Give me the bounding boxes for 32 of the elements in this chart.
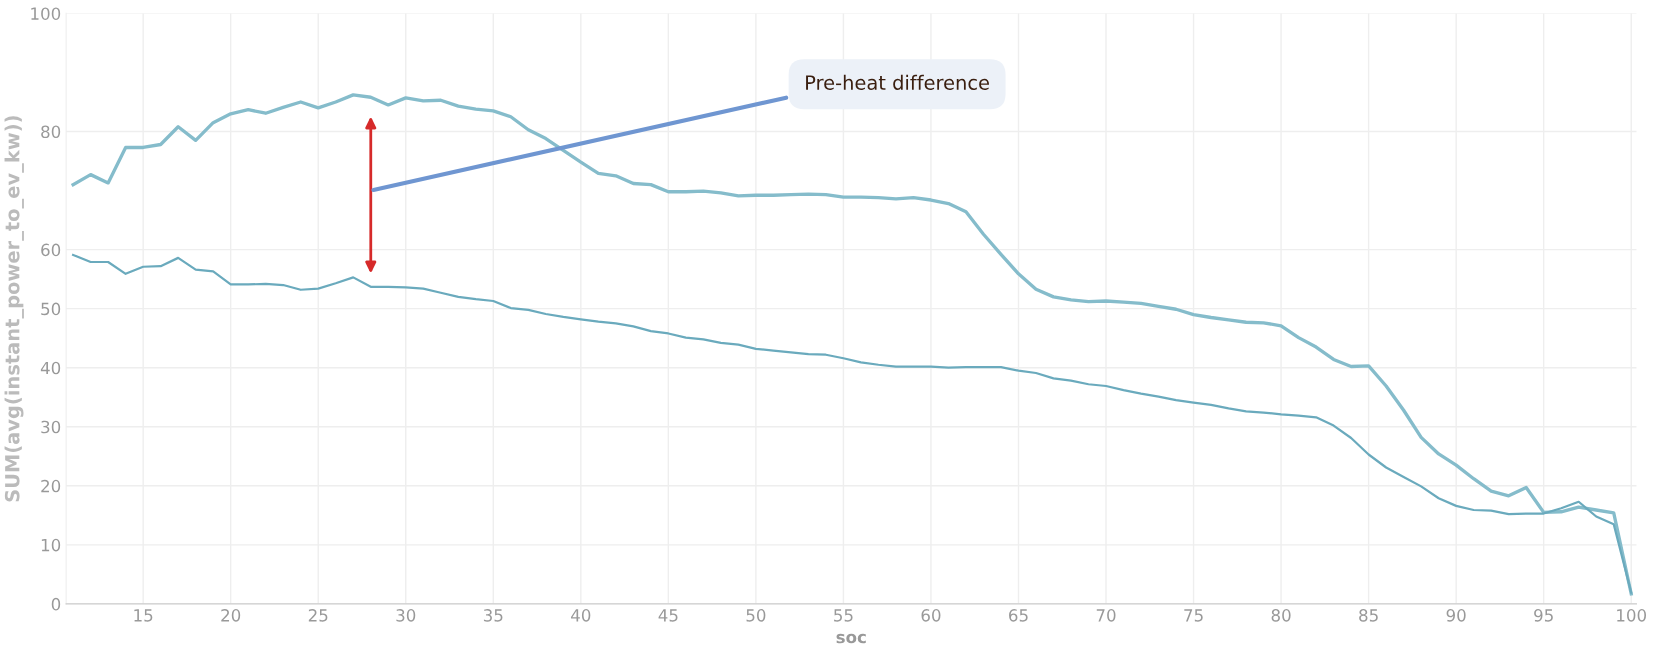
- line-series: [72, 253, 1633, 594]
- annotation: Pre-heat difference: [806, 74, 989, 90]
- x-tick-label: 40: [571, 609, 591, 622]
- y-tick-label: 50: [41, 302, 61, 316]
- x-tick-label: 65: [1009, 609, 1028, 622]
- x-tick-label: 70: [1096, 609, 1116, 622]
- x-tick-label: 100: [1617, 609, 1647, 622]
- x-tick-label: 15: [134, 609, 153, 622]
- x-tick-label: 25: [308, 609, 328, 622]
- x-tick-label: 60: [921, 609, 941, 622]
- y-tick-label: 20: [41, 479, 61, 493]
- x-tick-label: 50: [746, 609, 766, 622]
- x-tick-label: 20: [221, 609, 241, 622]
- y-tick-label: 10: [41, 538, 61, 552]
- x-tick-label: 80: [1271, 609, 1291, 622]
- x-tick-label: 30: [396, 609, 416, 622]
- y-tick-label: 40: [40, 361, 61, 375]
- y-tick-label: 30: [41, 420, 61, 434]
- y-tick-label: 80: [41, 125, 61, 139]
- x-tick-label: 90: [1446, 609, 1466, 622]
- y-tick-label: 0: [51, 597, 61, 611]
- x-tick-label: 95: [1534, 609, 1553, 622]
- y-tick-label: 100: [31, 7, 61, 20]
- x-axis-title: soc: [836, 633, 866, 644]
- x-tick-label: 75: [1184, 609, 1203, 622]
- x-tick-label: 55: [834, 609, 853, 622]
- y-tick-label: 60: [41, 243, 61, 257]
- line-series: [71, 93, 1633, 596]
- x-tick-label: 45: [658, 609, 678, 622]
- x-tick-label: 85: [1359, 609, 1378, 622]
- y-axis-title: SUM(avg(instant_power_to_ev_kw)): [4, 116, 24, 502]
- x-tick-label: 35: [483, 609, 503, 622]
